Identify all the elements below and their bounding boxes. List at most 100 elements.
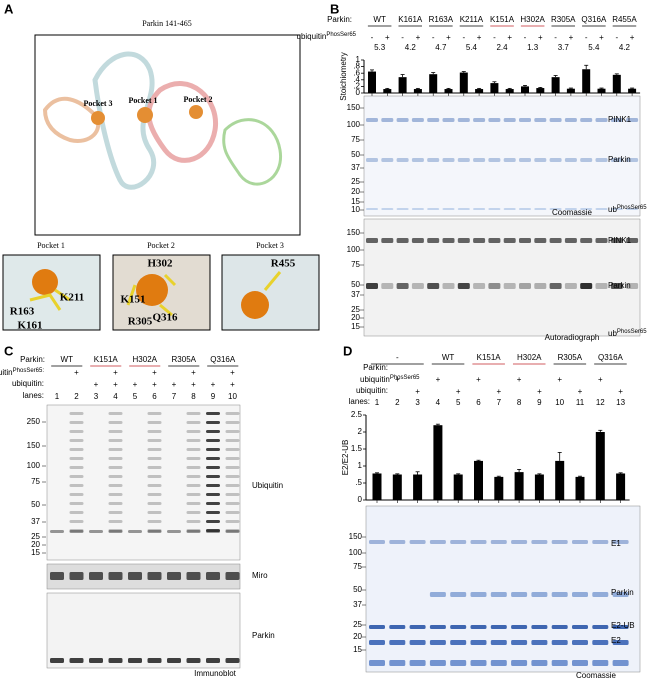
- gel-band: [147, 457, 162, 460]
- gel-band: [442, 158, 455, 162]
- gel-band: [69, 530, 84, 533]
- gel-band: [108, 439, 123, 442]
- lane-number: 10: [228, 392, 237, 401]
- gel: [46, 592, 241, 669]
- phos-label-base: ubiquitin: [297, 32, 327, 41]
- bar: [459, 72, 468, 93]
- gel-band: [411, 158, 424, 162]
- gel-band: [147, 430, 162, 433]
- gel-band: [396, 158, 409, 162]
- sign: +: [618, 387, 623, 396]
- gel-band: [450, 625, 467, 629]
- gel-band: [69, 484, 84, 487]
- sign: -: [432, 33, 435, 42]
- bar: [575, 476, 585, 500]
- y-axis-label: Stoichiometry: [339, 52, 348, 100]
- lane-number: 5: [133, 392, 138, 401]
- gel-band: [108, 412, 123, 415]
- marker-label: 20: [351, 313, 360, 322]
- sign: -: [554, 33, 557, 42]
- gel-band: [108, 511, 123, 514]
- gel-band: [580, 238, 593, 243]
- gel-band: [108, 421, 123, 424]
- gel-band: [69, 529, 84, 532]
- sign: +: [436, 375, 441, 384]
- band-label: PINK1: [608, 115, 632, 124]
- gel-band: [457, 238, 470, 243]
- gel-band: [473, 158, 486, 162]
- residue-label: K161: [17, 320, 42, 332]
- gel-band: [147, 520, 162, 523]
- sign: +: [94, 380, 99, 389]
- inset-title: Pocket 2: [147, 241, 175, 250]
- sign: +: [517, 375, 522, 384]
- pocket-label: Pocket 2: [183, 95, 212, 104]
- parkin-label: Parkin:: [363, 363, 388, 372]
- fold-change: 1.3: [527, 43, 539, 52]
- group-label: -: [396, 353, 399, 362]
- gel-band: [572, 625, 588, 629]
- blot-label: Miro: [252, 571, 268, 580]
- panel-label: B: [330, 1, 339, 16]
- gel-band: [186, 412, 201, 415]
- gel-band: [167, 572, 181, 580]
- gel-band: [470, 660, 487, 666]
- gel-band: [69, 511, 84, 514]
- gel-band: [366, 238, 378, 243]
- gel-band: [519, 158, 531, 162]
- marker-label: 37: [31, 517, 40, 526]
- gel-band: [429, 660, 446, 666]
- gel-band: [225, 439, 240, 442]
- gel-band: [381, 158, 394, 162]
- band-label: Parkin: [611, 588, 634, 597]
- gel-band: [503, 238, 516, 243]
- sign: -: [371, 33, 374, 42]
- band-label: E2-UB: [611, 621, 635, 630]
- sign: +: [598, 375, 603, 384]
- gel-band: [429, 592, 446, 597]
- band-label-sup: PhosSer65: [617, 205, 647, 211]
- residue-label: Q316: [152, 312, 178, 324]
- gel-band: [147, 475, 162, 478]
- group-label: R163A: [429, 15, 454, 24]
- gel-band: [147, 530, 162, 533]
- y-tick-label: 1.5: [351, 444, 363, 453]
- gel-band: [147, 572, 162, 580]
- gel-band: [50, 530, 64, 533]
- gel-band: [534, 208, 547, 210]
- gel-band: [108, 448, 123, 451]
- gel-band: [69, 520, 84, 523]
- gel-band: [206, 466, 220, 469]
- gel-band: [186, 448, 201, 451]
- fold-change: 4.2: [619, 43, 631, 52]
- gel-band: [519, 208, 531, 210]
- gel-band: [470, 640, 487, 645]
- gel-band: [572, 640, 588, 645]
- gel-band: [427, 118, 440, 122]
- gel-band: [225, 430, 240, 433]
- gel-band: [470, 592, 487, 597]
- marker-label: 20: [351, 187, 360, 196]
- gel-band: [225, 457, 240, 460]
- group-label: K151A: [490, 15, 515, 24]
- gel-band: [186, 502, 201, 505]
- blot-label: Ubiquitin: [252, 481, 283, 490]
- gel-method: Coomassie: [576, 671, 617, 680]
- marker-label: 75: [353, 562, 362, 571]
- gel-band: [488, 158, 501, 162]
- gel-band: [595, 208, 608, 210]
- marker-label: 75: [351, 260, 360, 269]
- phos-label-base: ubiquitin: [0, 368, 13, 377]
- panel-label: C: [4, 343, 14, 358]
- group-label: H302A: [133, 355, 158, 364]
- gel-band: [409, 625, 426, 629]
- sign: +: [113, 368, 118, 377]
- gel-band: [225, 572, 240, 580]
- gel-band: [69, 466, 84, 469]
- gel-band: [225, 658, 240, 663]
- gel-band: [167, 658, 181, 663]
- gel-band: [186, 430, 201, 433]
- sign: +: [630, 33, 635, 42]
- bar: [474, 460, 483, 500]
- gel-band: [147, 529, 162, 532]
